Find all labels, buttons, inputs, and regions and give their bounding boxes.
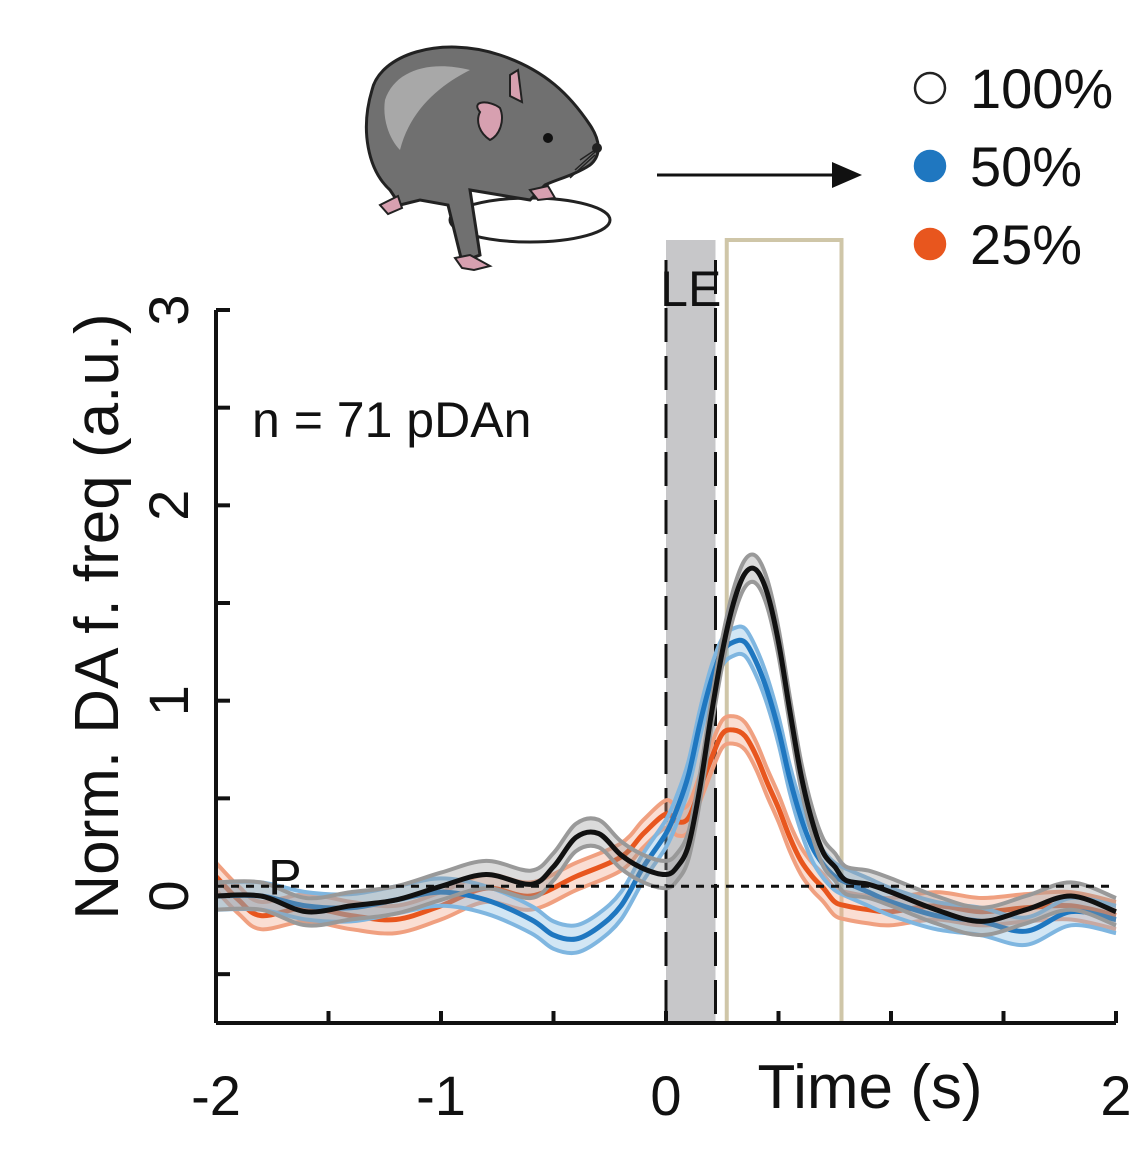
legend: 100% 50% 25% [913, 57, 1113, 276]
legend-marker-50pct [913, 149, 947, 183]
y-tick-label: 3 [137, 294, 200, 325]
y-tick-label: 2 [137, 490, 200, 521]
rat-icon [365, 45, 612, 272]
legend-label-50pct: 50% [970, 135, 1082, 198]
legend-marker-25pct [913, 227, 947, 261]
event-window-shade [666, 240, 716, 1023]
series-layer [214, 552, 1117, 956]
series-band-25pct [216, 716, 1116, 934]
series-band-upper-100pct [215, 552, 1117, 910]
sample-size-annotation: n = 71 pDAn [252, 392, 531, 448]
event-window-label: LE [660, 261, 721, 317]
axis-ticks: -2 -1 0 2 0 1 2 3 [137, 294, 1129, 1127]
arrow-icon [657, 162, 862, 188]
baseline-label: P [268, 849, 301, 905]
legend-marker-100pct [913, 71, 947, 105]
series-band-lower-100pct [215, 579, 1117, 938]
x-tick-label: 0 [650, 1064, 681, 1127]
series-line-100pct [215, 565, 1117, 924]
y-axis-title: Norm. DA f. freq (a.u.) [63, 313, 132, 919]
series-band-lower-25pct [214, 741, 1117, 936]
legend-label-100pct: 100% [970, 57, 1113, 120]
x-tick-label: -1 [416, 1064, 466, 1127]
y-tick-label: 0 [137, 880, 200, 911]
x-tick-label: 2 [1100, 1064, 1129, 1127]
x-axis-title: Time (s) [758, 1053, 983, 1122]
y-tick-label: 1 [137, 685, 200, 716]
x-tick-label: -2 [191, 1064, 241, 1127]
legend-label-25pct: 25% [970, 213, 1082, 276]
series-band-50pct [216, 626, 1116, 954]
